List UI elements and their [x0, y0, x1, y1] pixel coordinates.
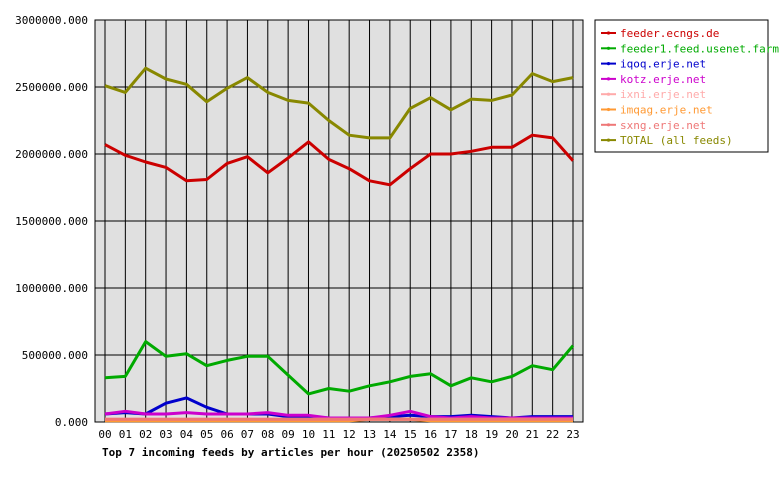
y-tick-label: 1000000.000	[15, 282, 88, 295]
x-tick-label: 15	[404, 428, 417, 441]
legend: feeder.ecngs.de feeder1.feed.usenet.farm i…	[601, 27, 779, 147]
legend-marker	[606, 31, 611, 35]
x-tick-label: 14	[383, 428, 397, 441]
x-tick-label: 04	[180, 428, 194, 441]
x-tick-label: 06	[220, 428, 233, 441]
series-line-total-all-feeds-	[104, 66, 574, 140]
y-tick-label: 2000000.000	[15, 148, 88, 161]
x-tick-label: 09	[282, 428, 295, 441]
legend-marker	[606, 92, 611, 96]
legend-marker	[606, 138, 611, 142]
legend-marker	[606, 123, 611, 127]
series-lines	[104, 66, 575, 423]
x-axis-ticks: 00 01 02 03 04 05 06 07 08 09 10 11 12 13 14 15 16 17 18 19…	[98, 428, 579, 441]
legend-marker	[606, 107, 611, 112]
x-tick-label: 20	[505, 428, 518, 441]
x-tick-label: 10	[302, 428, 315, 441]
x-tick-label: 12	[343, 428, 356, 441]
x-tick-label: 01	[119, 428, 132, 441]
legend-label: imqag.erje.net	[620, 104, 713, 117]
y-tick-label: 1500000.000	[15, 215, 88, 228]
x-tick-label: 18	[465, 428, 478, 441]
series-line-feeder-ecngs-de	[104, 133, 575, 187]
x-tick-label: 23	[566, 428, 579, 441]
x-tick-label: 02	[139, 428, 152, 441]
x-tick-label: 05	[200, 428, 213, 441]
series-line-feeder1-feed-usenet-farm	[104, 340, 575, 396]
legend-label: ixni.erje.net	[620, 88, 706, 101]
x-tick-label: 03	[159, 428, 172, 441]
legend-label: TOTAL (all feeds)	[620, 134, 733, 147]
y-tick-label: 0.000	[55, 416, 88, 429]
y-axis-ticks: 0.000 500000.000 1000000.000 1500000.000 200…	[15, 14, 88, 429]
legend-marker	[606, 77, 611, 81]
legend-label: feeder1.feed.usenet.farm	[620, 42, 779, 55]
legend-box	[594, 19, 769, 153]
x-tick-label: 08	[261, 428, 274, 441]
x-tick-label: 21	[526, 428, 539, 441]
x-tick-label: 00	[98, 428, 111, 441]
x-tick-label: 22	[546, 428, 559, 441]
legend-label: kotz.erje.net	[620, 73, 706, 86]
x-tick-label: 13	[363, 428, 376, 441]
legend-marker	[606, 62, 611, 66]
x-tick-label: 19	[485, 428, 498, 441]
legend-label: iqoq.erje.net	[620, 58, 706, 71]
x-tick-label: 07	[241, 428, 254, 441]
chart-title: Top 7 incoming feeds by articles per hou…	[102, 446, 480, 459]
legend-marker	[606, 46, 611, 50]
y-tick-label: 500000.000	[22, 349, 88, 362]
legend-label: feeder.ecngs.de	[620, 27, 719, 40]
y-tick-label: 2500000.000	[15, 81, 88, 94]
x-tick-label: 17	[444, 428, 457, 441]
legend-label: sxng.erje.net	[620, 119, 706, 132]
x-tick-label: 16	[424, 428, 437, 441]
x-tick-label: 11	[322, 428, 335, 441]
y-tick-label: 3000000.000	[15, 14, 88, 27]
